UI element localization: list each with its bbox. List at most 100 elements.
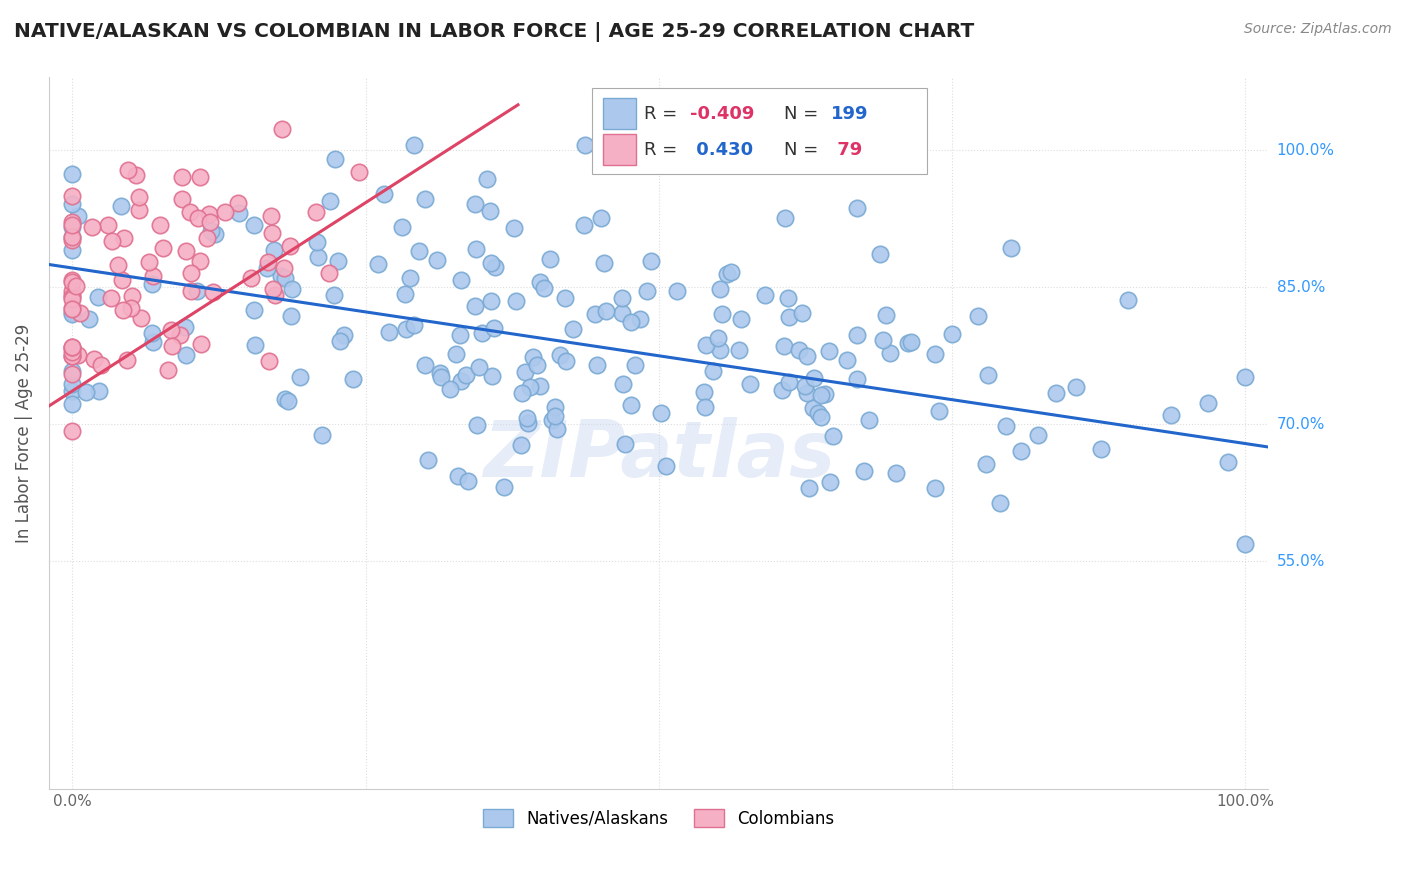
Point bbox=[65, 279, 87, 293]
Point bbox=[342, 372, 364, 386]
Point bbox=[188, 170, 211, 185]
Point bbox=[517, 417, 540, 431]
Point bbox=[173, 320, 195, 334]
Point bbox=[198, 215, 221, 229]
Point bbox=[101, 234, 124, 248]
Point bbox=[141, 277, 163, 292]
Point bbox=[271, 121, 294, 136]
Text: 85.0%: 85.0% bbox=[1277, 280, 1324, 295]
Point bbox=[612, 376, 634, 391]
Point bbox=[515, 366, 537, 380]
Point bbox=[415, 358, 437, 372]
Point bbox=[479, 204, 502, 219]
Point bbox=[305, 235, 328, 250]
Point bbox=[200, 224, 222, 238]
Point bbox=[654, 458, 676, 473]
Point bbox=[62, 220, 84, 235]
Point bbox=[62, 189, 84, 203]
Text: N =: N = bbox=[785, 104, 824, 123]
Point bbox=[872, 334, 894, 348]
Point bbox=[624, 358, 647, 372]
Point bbox=[468, 359, 491, 374]
Point bbox=[640, 254, 662, 268]
Point bbox=[62, 424, 84, 438]
Point bbox=[170, 169, 193, 184]
Point bbox=[290, 369, 312, 384]
Point bbox=[1026, 427, 1049, 442]
Point bbox=[141, 326, 163, 340]
Point bbox=[681, 131, 703, 145]
Point bbox=[172, 192, 194, 206]
Point bbox=[62, 384, 84, 398]
Point bbox=[467, 418, 489, 433]
Point bbox=[62, 197, 84, 211]
Legend: Natives/Alaskans, Colombians: Natives/Alaskans, Colombians bbox=[477, 803, 841, 834]
Point bbox=[456, 368, 478, 382]
Point bbox=[702, 364, 724, 378]
Point bbox=[636, 284, 658, 298]
Point bbox=[481, 369, 503, 384]
Point bbox=[159, 323, 181, 337]
Point bbox=[1116, 293, 1139, 308]
Point bbox=[619, 315, 641, 329]
Point bbox=[554, 291, 576, 305]
Point bbox=[62, 350, 84, 364]
Point bbox=[129, 310, 152, 325]
Point bbox=[522, 350, 544, 364]
Point bbox=[179, 205, 201, 219]
Point bbox=[595, 303, 617, 318]
Point bbox=[413, 192, 436, 206]
Point bbox=[87, 290, 110, 304]
Point bbox=[619, 398, 641, 412]
Point bbox=[516, 411, 538, 425]
Point bbox=[710, 307, 733, 321]
Point bbox=[404, 318, 426, 332]
Point bbox=[941, 326, 963, 341]
FancyBboxPatch shape bbox=[592, 88, 927, 174]
Point bbox=[418, 453, 440, 467]
Text: 0.430: 0.430 bbox=[690, 141, 754, 159]
Point bbox=[773, 211, 796, 226]
Point bbox=[796, 349, 818, 363]
Point bbox=[1064, 379, 1087, 393]
Point bbox=[128, 202, 150, 217]
Point bbox=[693, 400, 716, 414]
Point bbox=[62, 275, 84, 289]
Text: R =: R = bbox=[644, 104, 683, 123]
Point bbox=[62, 367, 84, 381]
Point bbox=[613, 437, 636, 451]
Point bbox=[318, 194, 340, 208]
Point bbox=[329, 334, 352, 349]
Point bbox=[869, 247, 891, 261]
Point bbox=[484, 260, 506, 274]
Point bbox=[62, 397, 84, 411]
Point bbox=[278, 239, 301, 253]
Point bbox=[62, 215, 84, 229]
Point bbox=[180, 266, 202, 280]
Point bbox=[1010, 444, 1032, 458]
Point bbox=[464, 197, 486, 211]
Point bbox=[538, 252, 561, 266]
Point bbox=[693, 384, 716, 399]
Point bbox=[754, 288, 776, 302]
Point bbox=[125, 168, 148, 182]
Point bbox=[305, 204, 328, 219]
Point bbox=[100, 291, 122, 305]
Point bbox=[884, 467, 907, 481]
Text: 199: 199 bbox=[831, 104, 868, 123]
Point bbox=[796, 386, 818, 401]
Point bbox=[62, 243, 84, 257]
Point bbox=[62, 305, 84, 319]
Point bbox=[117, 163, 139, 178]
Point bbox=[62, 349, 84, 363]
Text: NATIVE/ALASKAN VS COLOMBIAN IN LABOR FORCE | AGE 25-29 CORRELATION CHART: NATIVE/ALASKAN VS COLOMBIAN IN LABOR FOR… bbox=[14, 22, 974, 42]
Point bbox=[1197, 396, 1219, 410]
Point bbox=[190, 337, 212, 351]
Point bbox=[66, 348, 89, 362]
Point bbox=[367, 257, 389, 271]
Point bbox=[665, 285, 688, 299]
Point bbox=[62, 219, 84, 233]
Point bbox=[1090, 442, 1112, 456]
Point bbox=[801, 401, 824, 416]
Point bbox=[977, 368, 1000, 382]
